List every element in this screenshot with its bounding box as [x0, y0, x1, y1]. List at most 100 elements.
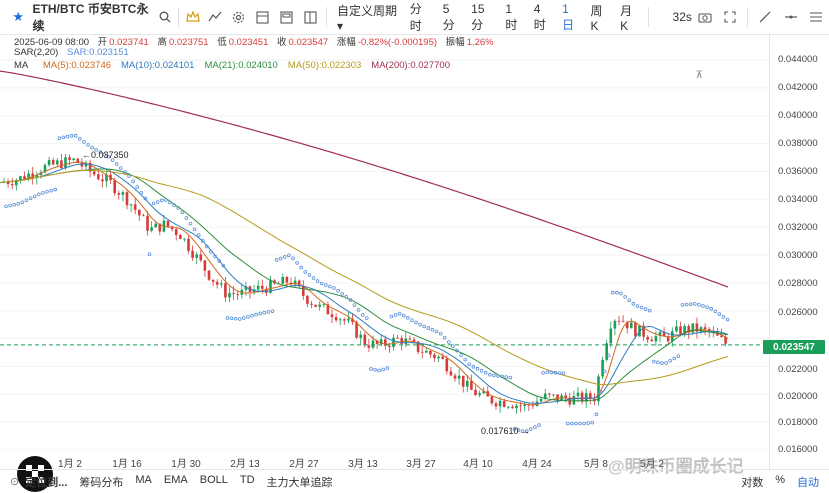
- indicator-shortcut[interactable]: BOLL: [199, 473, 228, 486]
- sar-dot: [446, 340, 451, 344]
- legend-change: -0.82%(-0.000195): [357, 37, 438, 48]
- sar-dot: [69, 134, 74, 138]
- candlestick-chart[interactable]: 2025-06-09 08:00 开 0.023741 高 0.023751 低 0.…: [0, 34, 769, 492]
- sar-dot: [434, 329, 439, 334]
- divider: [326, 7, 327, 27]
- sar-dot: [344, 295, 349, 299]
- chart-canvas[interactable]: [0, 34, 769, 450]
- ma-items: MA(5):0.023746 MA(10):0.024101 MA(21):0.02…: [43, 60, 460, 71]
- fullscreen-icon[interactable]: [718, 0, 744, 34]
- sar-dot: [557, 371, 562, 375]
- sar-dot: [479, 368, 484, 373]
- candle-body: [138, 209, 141, 216]
- candle-body: [720, 335, 723, 337]
- sar-dot: [455, 348, 459, 353]
- template-icon[interactable]: [251, 0, 275, 34]
- location-pin-icon[interactable]: ⊙: [10, 476, 20, 488]
- layout-icon[interactable]: [298, 0, 322, 34]
- indicator-icon[interactable]: [203, 0, 227, 34]
- sar-dot: [86, 143, 90, 147]
- candle-body: [502, 400, 506, 407]
- sar-dot: [217, 259, 222, 263]
- candle-body: [207, 270, 211, 280]
- time-tick: 5月 8: [584, 459, 608, 470]
- candle-body: [617, 320, 621, 322]
- symbol-title[interactable]: ETH/BTC 币安BTC永续: [32, 2, 149, 33]
- sar-dot: [242, 316, 246, 320]
- candle-body: [187, 238, 190, 251]
- candle-body: [19, 176, 22, 181]
- candle-body: [662, 332, 666, 337]
- candle-body: [478, 393, 481, 396]
- sar-dot: [274, 258, 279, 262]
- indicator-shortcut[interactable]: 筹码分布: [79, 476, 124, 489]
- candle-body: [556, 394, 559, 401]
- interval-tabs: 自定义周期 ▾ 分时 5分 15分 1时 4时 1日 周K 月K: [331, 0, 644, 34]
- ma-legend-item: MA(200):0.027700: [371, 60, 450, 71]
- sar-dot: [332, 286, 336, 290]
- interval-tab[interactable]: 1日: [562, 1, 575, 32]
- sar-dot: [492, 373, 496, 378]
- interval-tab[interactable]: 月K: [620, 3, 633, 33]
- sar-dot: [512, 427, 517, 431]
- candle-body: [449, 371, 453, 376]
- sar-dot: [483, 370, 488, 375]
- search-icon[interactable]: [156, 0, 174, 34]
- candle-body: [47, 160, 51, 166]
- crown-icon[interactable]: [183, 0, 203, 34]
- interval-tab[interactable]: 5分: [442, 1, 455, 32]
- scale-option[interactable]: 对数: [741, 476, 764, 489]
- time-axis[interactable]: 1月 2 1月 16 1月 30 2月 13 2月 27 3月 13 3月 27 4月 10 4…: [0, 450, 769, 470]
- collapse-icon[interactable]: ⊼: [695, 70, 703, 81]
- candle-body: [23, 176, 26, 180]
- camera-icon[interactable]: [692, 0, 718, 34]
- app-logo[interactable]: [17, 456, 53, 492]
- sar-dot: [110, 158, 115, 162]
- candle-body: [56, 160, 59, 165]
- scale-option[interactable]: 自动: [797, 476, 819, 489]
- candle-body: [683, 326, 686, 335]
- scale-option[interactable]: %: [775, 473, 785, 486]
- candle-body: [154, 223, 157, 228]
- candle-body: [474, 389, 477, 396]
- interval-tab[interactable]: 周K: [590, 3, 603, 33]
- goto-date-button[interactable]: 定位到...: [25, 476, 68, 489]
- layers-icon[interactable]: [803, 0, 829, 34]
- favorite-star-icon[interactable]: ★: [12, 9, 25, 24]
- sar-dot: [176, 206, 181, 210]
- window-icon[interactable]: [274, 0, 298, 34]
- candle-body: [31, 173, 34, 178]
- sar-dot: [463, 357, 468, 362]
- indicator-shortcut[interactable]: EMA: [163, 473, 188, 486]
- interval-tab[interactable]: 分时: [409, 2, 422, 33]
- sar-dot: [282, 255, 287, 259]
- candle-body: [51, 160, 55, 165]
- watermark: @明珠币圈成长记: [608, 457, 744, 476]
- candle-body: [158, 223, 162, 232]
- gear-icon[interactable]: [227, 0, 251, 34]
- sar-dot: [676, 354, 681, 358]
- candle-body: [121, 192, 125, 195]
- ma-legend-item: MA(21):0.024010: [204, 60, 278, 71]
- divider: [177, 7, 179, 27]
- candle-body: [461, 375, 465, 387]
- interval-tab[interactable]: 15分: [471, 1, 485, 32]
- sar-dot: [606, 353, 611, 358]
- interval-tab[interactable]: 4时: [533, 1, 546, 32]
- ma200-line: [0, 70, 729, 288]
- draw-line-icon[interactable]: [752, 0, 778, 34]
- sar-legend: SAR(2,20) SAR:0.023151: [14, 47, 135, 58]
- sar-dot: [668, 358, 672, 363]
- interval-tab[interactable]: 1时: [505, 1, 518, 32]
- price-axis[interactable]: 0.044000 0.042000 0.040000 0.038000 0.036000…: [769, 34, 829, 469]
- indicator-shortcut[interactable]: TD: [239, 473, 255, 486]
- horizontal-line-icon[interactable]: [778, 0, 804, 34]
- candle-body: [695, 323, 699, 332]
- sar-dot: [578, 421, 582, 426]
- interval-tab[interactable]: 自定义周期 ▾: [336, 3, 397, 33]
- indicator-shortcut[interactable]: MA: [135, 473, 152, 486]
- sar-dot: [410, 318, 414, 322]
- candle-body: [367, 345, 371, 348]
- candle-body: [285, 276, 289, 283]
- indicator-shortcut[interactable]: 主力大单追踪: [266, 476, 333, 489]
